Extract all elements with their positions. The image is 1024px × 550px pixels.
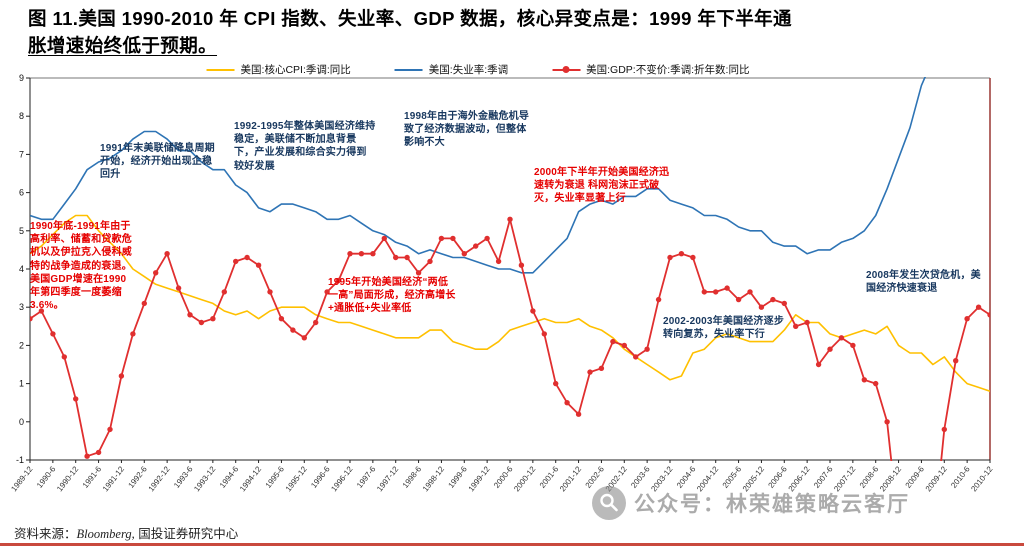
legend-label-core-cpi: 美国:核心CPI:季调:同比 bbox=[240, 64, 351, 76]
watermark-text: 公众号：林荣雄策略云客厅 bbox=[634, 493, 910, 516]
y-axis-label: 0 bbox=[19, 417, 24, 427]
gdp-markers bbox=[30, 216, 990, 459]
x-axis-label: 1991-12 bbox=[101, 464, 127, 493]
x-axis-label: 1994-6 bbox=[218, 464, 241, 490]
x-axis-label: 2001-6 bbox=[538, 464, 561, 490]
x-axis-label: 2000-12 bbox=[512, 464, 538, 493]
y-axis-label: 4 bbox=[19, 264, 24, 274]
legend-item-gdp: 美国:GDP:不变价:季调:折年数:同比 bbox=[552, 62, 749, 77]
chart-area: 美国:核心CPI:季调:同比 美国:失业率:季调 美国:GDP:不变价:季调:折… bbox=[0, 62, 1024, 514]
x-axis-label: 1996-6 bbox=[309, 464, 332, 490]
x-axis-label: 1994-12 bbox=[238, 464, 264, 493]
x-axis-label: 1998-12 bbox=[421, 464, 447, 493]
unemployment-line bbox=[30, 77, 926, 274]
chart-legend: 美国:核心CPI:季调:同比 美国:失业率:季调 美国:GDP:不变价:季调:折… bbox=[206, 62, 749, 77]
y-axis-label: 6 bbox=[19, 188, 24, 198]
figure-title-line2: 胀增速始终低于预期。 bbox=[28, 34, 218, 56]
y-axis-label: 8 bbox=[19, 111, 24, 121]
source-label: 资料来源： bbox=[14, 527, 77, 541]
x-axis-label: 1992-6 bbox=[126, 464, 149, 490]
y-axis-label: -1 bbox=[16, 455, 24, 465]
legend-item-unemployment: 美国:失业率:季调 bbox=[394, 62, 509, 77]
x-axis-label: 1993-12 bbox=[192, 464, 218, 493]
annotation-two-low-one-high-1995: 1995年开始美国经济“两低一高”局面形成，经济高增长+通胀低+失业率低 bbox=[328, 277, 456, 315]
x-axis-label: 1996-12 bbox=[329, 464, 355, 493]
x-axis-label: 1991-6 bbox=[81, 464, 104, 490]
source-line: 资料来源：Bloomberg, 国投证券研究中心 bbox=[14, 523, 238, 542]
figure-title: 图 11.美国 1990-2010 年 CPI 指数、失业率、GDP 数据，核心… bbox=[28, 6, 998, 60]
core-cpi-line bbox=[30, 214, 990, 392]
x-axis-label: 1995-12 bbox=[284, 464, 310, 493]
legend-label-unemployment: 美国:失业率:季调 bbox=[428, 64, 509, 76]
x-axis-label: 1999-12 bbox=[467, 464, 493, 493]
x-axis-label: 1998-6 bbox=[401, 464, 424, 490]
gdp-line-swatch bbox=[552, 66, 581, 73]
figure-title-line1: 图 11.美国 1990-2010 年 CPI 指数、失业率、GDP 数据，核心… bbox=[28, 8, 792, 29]
x-axis-label: 2010-6 bbox=[949, 464, 972, 490]
y-axis-label: 5 bbox=[19, 226, 24, 236]
x-axis-label: 1993-6 bbox=[172, 464, 195, 490]
annotation-recovery-2002-2003: 2002-2003年美国经济逐步转向复苏，失业率下行 bbox=[663, 316, 785, 341]
annotation-stability-1992-1995: 1992-1995年整体美国经济维持稳定，美联储不断加息背景下，产业发展和综合实… bbox=[234, 121, 376, 172]
y-axis-label: 3 bbox=[19, 302, 24, 312]
x-axis-label: 1997-6 bbox=[355, 464, 378, 490]
annotation-recession-1990: 1990年底-1991年由于高利率、储蓄和贷款危机以及伊拉克入侵科威特的战争造成… bbox=[30, 221, 132, 312]
bottom-divider bbox=[0, 543, 1024, 546]
annotation-subprime-2008: 2008年发生次贷危机，美国经济快速衰退 bbox=[866, 270, 981, 295]
x-axis-label: 1995-6 bbox=[264, 464, 287, 490]
y-axis-label: 1 bbox=[19, 379, 24, 389]
x-axis-label: 2001-12 bbox=[558, 464, 584, 493]
x-axis-label: 2010-12 bbox=[969, 464, 995, 493]
annotation-overseas-crisis-1998: 1998年由于海外金融危机导致了经济数据波动，但整体影响不大 bbox=[404, 111, 530, 149]
unemployment-line-swatch bbox=[394, 68, 423, 71]
annotation-fed-easing-1991: 1991年末美联储降息周期开始，经济开始出现企稳回升 bbox=[100, 143, 215, 181]
x-axis-label: 1992-12 bbox=[147, 464, 173, 493]
legend-label-gdp: 美国:GDP:不变价:季调:折年数:同比 bbox=[586, 64, 750, 76]
legend-marker-dot bbox=[562, 66, 570, 73]
x-axis-label: 1990-6 bbox=[35, 464, 58, 490]
cpi-line-swatch bbox=[206, 68, 235, 71]
annotation-dotcom-bust-2000: 2000年下半年开始美国经济迅速转为衰退 科网泡沫正式破灭，失业率显著上行 bbox=[534, 167, 670, 205]
x-axis-label: 2000-6 bbox=[492, 464, 515, 490]
magnifier-icon bbox=[592, 486, 626, 520]
legend-item-core-cpi: 美国:核心CPI:季调:同比 bbox=[206, 62, 351, 77]
watermark: 公众号：林荣雄策略云客厅 bbox=[592, 486, 910, 520]
x-axis-label: 1990-12 bbox=[55, 464, 81, 493]
source-vendor: Bloomberg, bbox=[76, 527, 135, 541]
y-axis-label: 7 bbox=[19, 149, 24, 159]
y-axis-label: 2 bbox=[19, 340, 24, 350]
x-axis-label: 2009-12 bbox=[924, 464, 950, 493]
x-axis-label: 1999-6 bbox=[446, 464, 469, 490]
x-axis-label: 1989-12 bbox=[9, 464, 35, 493]
x-axis-label: 1997-12 bbox=[375, 464, 401, 493]
source-suffix: 国投证券研究中心 bbox=[134, 527, 239, 541]
y-axis-label: 9 bbox=[19, 73, 24, 83]
